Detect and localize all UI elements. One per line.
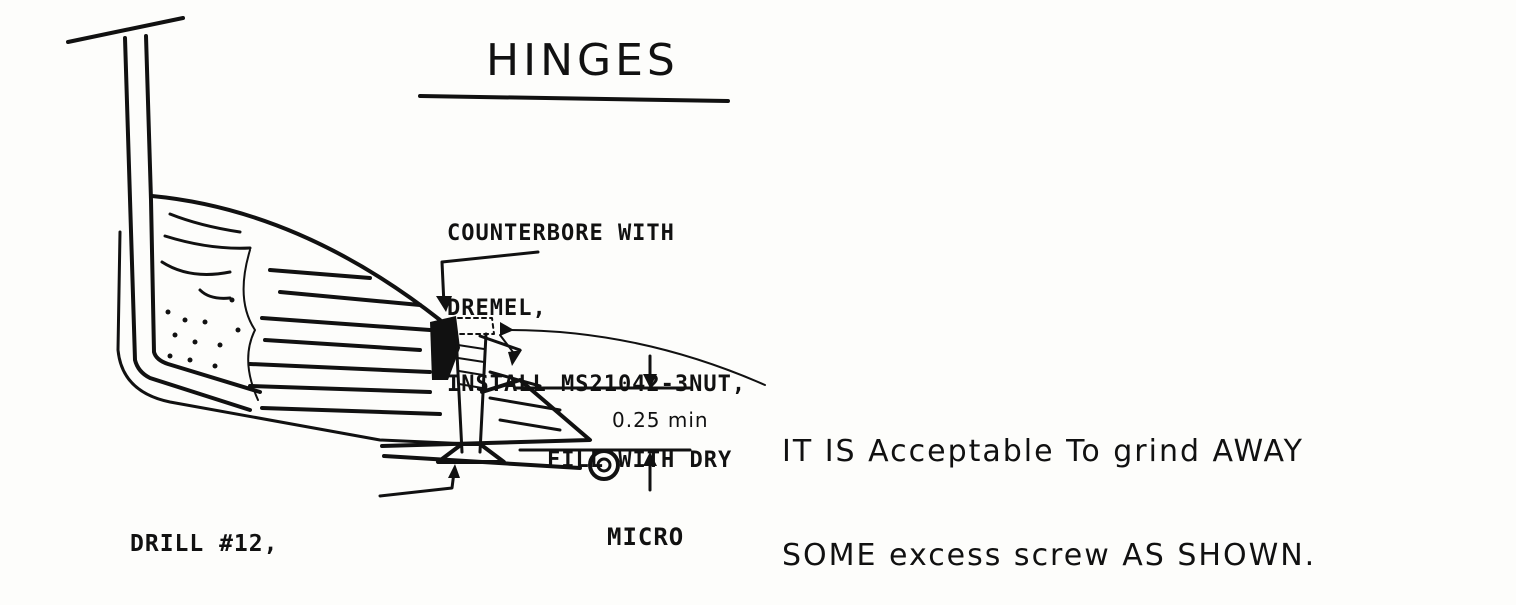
- counterbore-nut: [430, 316, 460, 380]
- grind-note-line-2: SOME excess screw AS SHOWN.: [782, 537, 1317, 573]
- counterbore-note-line-1: COUNTERBORE WITH: [447, 220, 675, 246]
- counterbore-leader: [440, 250, 540, 307]
- skin-lower-outer: [116, 230, 472, 446]
- grind-leader: [509, 329, 766, 386]
- counterbore-arrowhead: [436, 296, 452, 312]
- drill-note: DRILL #12, COUNTER SINK FOR AN509-10R10 …: [130, 478, 546, 605]
- skin-upper-curve: [150, 194, 442, 322]
- grind-arrowhead: [500, 322, 514, 336]
- diagram-title: HINGES: [486, 35, 679, 86]
- counterbore-note-line-3: INSTALL MS21042-3NUT,: [447, 372, 747, 398]
- hinge-pin-inner: [596, 457, 612, 473]
- post-outer-edge: [123, 36, 252, 412]
- hinge-lower-plate: [382, 454, 582, 470]
- dimension-label: 0.25 min: [612, 408, 709, 432]
- post-top-cap: [66, 16, 185, 44]
- dim-bottom-arrowhead: [643, 452, 657, 466]
- grind-note-line-1: IT IS Acceptable To grind AWAY: [782, 434, 1304, 469]
- hinge-bracket: [380, 378, 592, 448]
- counterbore-note-line-4: FILL WITH DRY: [547, 448, 733, 474]
- dashed-outline: [457, 317, 495, 335]
- title-underline: [418, 94, 730, 103]
- post-inner-edge: [144, 34, 262, 394]
- counterbore-note: COUNTERBORE WITH DREMEL, INSTALL MS21042…: [447, 170, 746, 602]
- counterbore-note-line-2: DREMEL,: [447, 296, 547, 322]
- core-hatching: [160, 212, 562, 432]
- drill-arrowhead: [448, 464, 460, 478]
- drill-note-line-1: DRILL #12,: [130, 530, 279, 557]
- counterbore-note-line-5: MICRO: [607, 523, 685, 552]
- grind-note: IT IS Acceptable To grind AWAY SOME exce…: [782, 366, 1316, 605]
- dim-top-arrowhead: [643, 374, 657, 388]
- screw-threads: [457, 344, 485, 389]
- micro-fill-dots: [165, 297, 241, 369]
- screw-side-arrowhead: [508, 350, 522, 366]
